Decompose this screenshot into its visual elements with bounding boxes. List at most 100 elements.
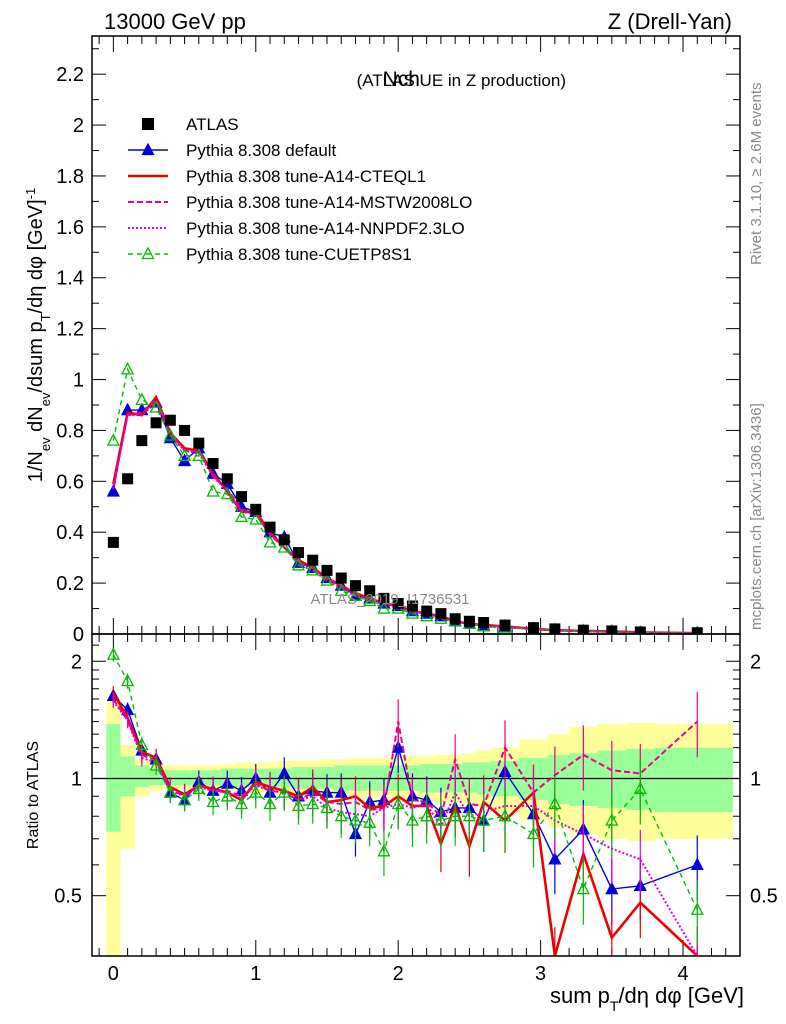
ratio-marker-cuetp8s1 <box>206 794 220 808</box>
y-tick-label-main: 1 <box>73 370 84 392</box>
marker-atlas <box>278 534 290 546</box>
side-text-mcplots: mcplots.cern.ch [arXiv:1306.3436] <box>748 403 765 630</box>
y-tick-label-ratio: 0.5 <box>54 886 82 908</box>
ratio-marker-default <box>690 857 704 871</box>
legend: ATLAS Pythia 8.308 default Pythia 8.308 tu… <box>128 115 472 264</box>
marker-atlas <box>364 585 376 597</box>
marker-atlas <box>449 613 461 625</box>
marker-cuetp8s1 <box>163 428 177 441</box>
y-tick-label-main: 2 <box>73 115 84 137</box>
ratio-marker-cuetp8s1 <box>277 785 291 798</box>
ratio-marker-cuetp8s1 <box>420 808 434 822</box>
ratio-marker-cuetp8s1 <box>498 808 512 822</box>
ratio-marker-cuetp8s1 <box>334 808 348 822</box>
band-inner <box>120 756 135 797</box>
ratio-marker-cuetp8s1 <box>306 796 320 810</box>
marker-atlas <box>236 491 248 503</box>
marker-cuetp8s1 <box>234 509 249 523</box>
y-tick-label-main: 1.4 <box>56 268 84 290</box>
band-inner <box>134 765 149 788</box>
y-axis-label-ratio: Ratio to ATLAS <box>25 741 42 849</box>
ratio-panel: 0.5 0.5 1 1 2 2 <box>54 633 778 957</box>
marker-atlas <box>378 592 390 604</box>
side-text-rivet: Rivet 3.1.10, ≥ 2.6M events <box>748 83 765 266</box>
y-tick-label-main: 0.6 <box>56 471 84 493</box>
chart-title: Nch <box>383 68 420 91</box>
marker-cuetp8s1 <box>249 512 263 525</box>
marker-atlas <box>463 615 475 627</box>
marker-atlas <box>549 623 561 634</box>
main-panel: 00.20.40.60.811.21.41.61.822.20 1 2 3 4 Nch … <box>56 35 741 985</box>
marker-atlas <box>349 580 361 592</box>
marker-atlas <box>136 435 148 447</box>
marker-atlas <box>250 503 262 515</box>
marker-atlas <box>321 564 333 576</box>
y-tick-label-ratio-right: 2 <box>750 651 761 673</box>
y-label-sub: ev <box>38 437 53 451</box>
band-inner <box>177 770 192 786</box>
ratio-marker-cuetp8s1 <box>363 815 377 828</box>
marker-atlas <box>406 600 418 612</box>
marker-cuetp8s1 <box>320 573 334 586</box>
x-tick-label: 0 <box>108 963 119 985</box>
ratio-marker-cuetp8s1 <box>135 737 149 751</box>
ratio-marker-cuetp8s1 <box>633 781 647 795</box>
marker-cuetp8s1 <box>106 433 120 446</box>
ratio-marker-cuetp8s1 <box>348 813 363 826</box>
y-tick-label-main: 2.2 <box>56 64 84 86</box>
y-label-part: /dsum p <box>25 321 47 392</box>
band-inner <box>547 754 570 804</box>
legend-label: Pythia 8.308 default <box>186 141 337 160</box>
ratio-line-cuetp8s1 <box>112 654 698 911</box>
main-grid-ticks: 0 0.2 0.4 0.6 0.8 1 1.2 1.4 1.6 1.8 2 2.2 0 1 2 3 4 <box>56 36 740 985</box>
marker-cuetp8s1 <box>348 588 363 601</box>
marker-atlas <box>107 536 119 548</box>
marker-atlas <box>264 521 276 533</box>
ratio-marker-cuetp8s1 <box>462 808 476 822</box>
y-tick-label-ratio: 1 <box>71 768 82 790</box>
y-label-part: 1/N <box>25 451 47 482</box>
marker-cuetp8s1 <box>277 540 291 553</box>
ratio-marker-cuetp8s1 <box>434 813 448 826</box>
ratio-marker-cuetp8s1 <box>605 813 619 826</box>
y-tick-label-main: 0.8 <box>56 420 84 442</box>
legend-marker-atlas <box>142 118 154 130</box>
ratio-marker-cuetp8s1 <box>121 673 135 687</box>
x-tick-label: 2 <box>393 963 404 985</box>
ratio-line-nnpdf <box>112 700 699 956</box>
ratio-marker-cuetp8s1 <box>149 758 163 771</box>
marker-cuetp8s1 <box>220 486 234 500</box>
legend-label: Pythia 8.308 tune-A14-NNPDF2.3LO <box>186 219 465 238</box>
marker-atlas <box>392 597 404 609</box>
marker-cuetp8s1 <box>405 606 420 619</box>
header-right: Z (Drell-Yan) <box>608 9 732 34</box>
y-label-sup: -1 <box>23 188 38 200</box>
ratio-marker-default <box>548 851 562 865</box>
y-tick-label-main: 1.6 <box>56 217 84 239</box>
marker-cuetp8s1 <box>135 392 149 406</box>
ratio-marker-cuetp8s1 <box>377 843 391 857</box>
band-inner <box>462 762 477 793</box>
ratio-marker-cuetp8s1 <box>291 798 306 812</box>
y-label-part: /dη dφ [GeV] <box>25 199 47 313</box>
marker-atlas <box>293 547 305 559</box>
ratio-marker-cuetp8s1 <box>192 781 206 795</box>
legend-label: Pythia 8.308 tune-A14-CTEQL1 <box>186 167 426 186</box>
ratio-marker-cuetp8s1 <box>163 785 177 798</box>
ratio-marker-cuetp8s1 <box>320 800 334 814</box>
marker-cuetp8s1 <box>291 557 306 571</box>
ratio-marker-cuetp8s1 <box>477 813 491 826</box>
marker-atlas <box>164 414 176 426</box>
ratio-marker-cuetp8s1 <box>548 796 562 810</box>
legend-label: Pythia 8.308 tune-A14-MSTW2008LO <box>186 193 472 212</box>
marker-atlas <box>122 473 134 485</box>
series-line-mstw <box>112 398 698 634</box>
marker-atlas <box>435 608 447 620</box>
marker-atlas <box>207 458 219 470</box>
marker-cuetp8s1 <box>263 534 277 548</box>
marker-atlas <box>478 617 490 629</box>
ratio-marker-cuetp8s1 <box>405 813 420 826</box>
y-tick-label-main: 0 <box>73 624 84 646</box>
y-tick-label-ratio-right: 1 <box>750 768 761 790</box>
ratio-marker-default <box>605 881 619 895</box>
